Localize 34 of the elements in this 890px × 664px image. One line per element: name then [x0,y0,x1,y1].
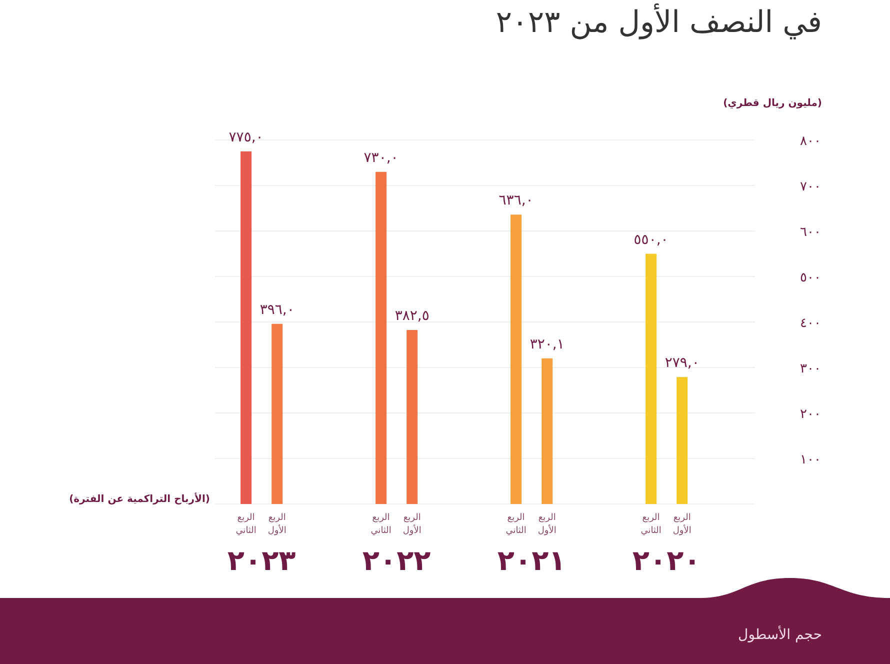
y-tick-label: ٢٠٠ [800,407,821,422]
y-tick-label: ٧٠٠ [800,180,821,194]
data-label: ٣٨٢,٥ [394,308,430,324]
bar [272,324,283,504]
data-label: ٥٥٠,٠ [634,232,668,248]
series-label: الربع الثاني [640,513,662,536]
text: الربع الأول [538,513,556,536]
x-axis-title: (الأرباح التراكمية عن الفترة) [69,492,210,505]
x-tick-label: ٢٠٢٣ [227,544,296,577]
y-tick-label: ١٠٠ [800,452,821,468]
data-label: ٣٩٦,٠ [260,302,294,318]
text: الربع الأول [672,513,692,536]
text: الربع الثاني [370,513,392,536]
data-label: ٣٢٠,١ [530,336,564,352]
y-tick-label: ٦٠٠ [800,225,821,240]
text: الربع الثاني [506,513,526,536]
y-tick-label: ٤٠٠ [800,316,821,331]
data-label: ٢٧٩,٠ [664,355,700,372]
text: الربع الأول [402,513,422,536]
x-tick-label: ٢٠٢١ [497,544,566,577]
bar [240,151,252,504]
chart-title: في النصف الأول من ٢٠٢٣ [496,3,822,40]
y-tick-label: ٥٠٠ [800,270,821,286]
y-tick-label: ٣٠٠ [800,362,821,376]
text: الربع الثاني [236,513,256,536]
x-tick-label: ٢٠٢٠ [632,544,701,577]
y-axis-title: (مليون ريال قطري) [723,98,822,109]
series-label: الربع الأول [268,513,286,536]
x-tick-label: ٢٠٢٢ [362,544,431,577]
y-tick-label: ٨٠٠ [800,134,821,149]
data-label: ٧٣٠,٠ [364,150,398,166]
data-label: ٧٧٥,٠ [228,129,264,146]
data-label: ٦٣٦,٠ [498,192,534,209]
text: حجم الأسطول [738,625,822,643]
